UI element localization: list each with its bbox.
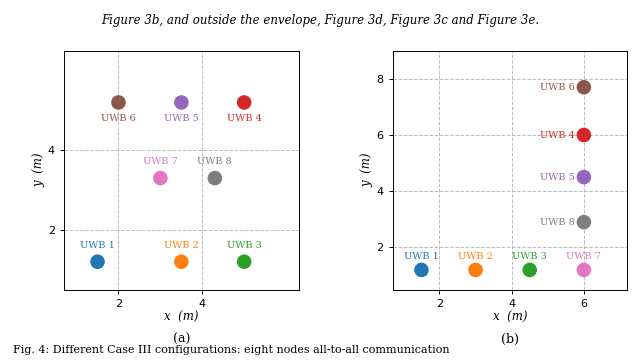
- X-axis label: x  (m): x (m): [164, 311, 198, 324]
- Point: [579, 84, 589, 90]
- Point: [92, 259, 102, 265]
- Text: UWB 1: UWB 1: [80, 241, 115, 250]
- Point: [113, 100, 124, 105]
- X-axis label: x  (m): x (m): [493, 311, 527, 324]
- Text: (b): (b): [501, 333, 519, 346]
- Point: [525, 267, 535, 273]
- Y-axis label: y  (m): y (m): [360, 153, 374, 188]
- Text: UWB 5: UWB 5: [164, 114, 198, 123]
- Point: [176, 100, 186, 105]
- Point: [579, 132, 589, 138]
- Text: UWB 1: UWB 1: [404, 252, 439, 261]
- Text: UWB 2: UWB 2: [164, 241, 199, 250]
- Point: [239, 100, 250, 105]
- Point: [210, 175, 220, 181]
- Text: UWB 6: UWB 6: [540, 83, 575, 92]
- Point: [579, 174, 589, 180]
- Point: [579, 267, 589, 273]
- Point: [156, 175, 166, 181]
- Point: [416, 267, 426, 273]
- Text: UWB 4: UWB 4: [540, 131, 575, 139]
- Text: UWB 3: UWB 3: [512, 252, 547, 261]
- Text: UWB 7: UWB 7: [143, 157, 178, 166]
- Point: [579, 219, 589, 225]
- Text: UWB 6: UWB 6: [101, 114, 136, 123]
- Point: [470, 267, 481, 273]
- Y-axis label: y  (m): y (m): [32, 153, 45, 188]
- Text: UWB 2: UWB 2: [458, 252, 493, 261]
- Text: Fig. 4: Different Case III configurations: eight nodes all-to-all communication: Fig. 4: Different Case III configuration…: [13, 345, 449, 355]
- Text: (a): (a): [173, 333, 190, 346]
- Text: UWB 4: UWB 4: [227, 114, 262, 123]
- Point: [239, 259, 250, 265]
- Text: UWB 8: UWB 8: [540, 218, 575, 227]
- Text: UWB 3: UWB 3: [227, 241, 262, 250]
- Text: UWB 7: UWB 7: [566, 252, 602, 261]
- Text: UWB 8: UWB 8: [198, 157, 232, 166]
- Point: [176, 259, 186, 265]
- Text: UWB 5: UWB 5: [540, 173, 575, 182]
- Text: Figure 3b, and outside the envelope, Figure 3d, Figure 3c and Figure 3e.: Figure 3b, and outside the envelope, Fig…: [101, 14, 539, 28]
